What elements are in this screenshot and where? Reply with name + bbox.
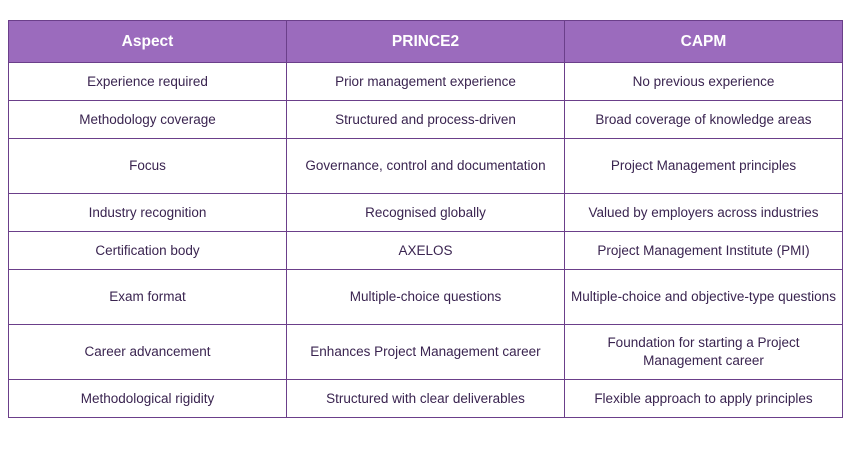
row-prince2-cell: Prior management experience <box>286 62 565 101</box>
row-prince2-cell: Structured with clear deliverables <box>286 379 565 418</box>
header-aspect: Aspect <box>8 20 287 63</box>
table-row: Certification body AXELOS Project Manage… <box>8 231 843 270</box>
row-capm-cell: Project Management principles <box>564 138 843 194</box>
header-prince2: PRINCE2 <box>286 20 565 63</box>
row-capm-cell: Valued by employers across industries <box>564 193 843 232</box>
row-capm-cell: Multiple-choice and objective-type quest… <box>564 269 843 325</box>
row-aspect-cell: Methodological rigidity <box>8 379 287 418</box>
table-row: Industry recognition Recognised globally… <box>8 193 843 232</box>
comparison-table: Aspect PRINCE2 CAPM Experience required … <box>8 20 843 418</box>
row-aspect-cell: Certification body <box>8 231 287 270</box>
comparison-table-container: Aspect PRINCE2 CAPM Experience required … <box>8 20 843 418</box>
table-row: Career advancement Enhances Project Mana… <box>8 324 843 380</box>
row-aspect-cell: Methodology coverage <box>8 100 287 139</box>
row-capm-cell: Foundation for starting a Project Manage… <box>564 324 843 380</box>
table-header-row: Aspect PRINCE2 CAPM <box>8 20 843 63</box>
row-aspect-cell: Experience required <box>8 62 287 101</box>
table-row: Methodological rigidity Structured with … <box>8 379 843 418</box>
row-aspect-cell: Focus <box>8 138 287 194</box>
table-row: Focus Governance, control and documentat… <box>8 138 843 194</box>
row-aspect-cell: Exam format <box>8 269 287 325</box>
table-row: Methodology coverage Structured and proc… <box>8 100 843 139</box>
row-capm-cell: Project Management Institute (PMI) <box>564 231 843 270</box>
table-row: Exam format Multiple-choice questions Mu… <box>8 269 843 325</box>
row-aspect-cell: Career advancement <box>8 324 287 380</box>
row-prince2-cell: Multiple-choice questions <box>286 269 565 325</box>
row-prince2-cell: AXELOS <box>286 231 565 270</box>
row-capm-cell: No previous experience <box>564 62 843 101</box>
row-prince2-cell: Enhances Project Management career <box>286 324 565 380</box>
row-capm-cell: Broad coverage of knowledge areas <box>564 100 843 139</box>
row-capm-cell: Flexible approach to apply principles <box>564 379 843 418</box>
row-prince2-cell: Structured and process-driven <box>286 100 565 139</box>
row-prince2-cell: Governance, control and documentation <box>286 138 565 194</box>
table-row: Experience required Prior management exp… <box>8 62 843 101</box>
header-capm: CAPM <box>564 20 843 63</box>
row-prince2-cell: Recognised globally <box>286 193 565 232</box>
row-aspect-cell: Industry recognition <box>8 193 287 232</box>
